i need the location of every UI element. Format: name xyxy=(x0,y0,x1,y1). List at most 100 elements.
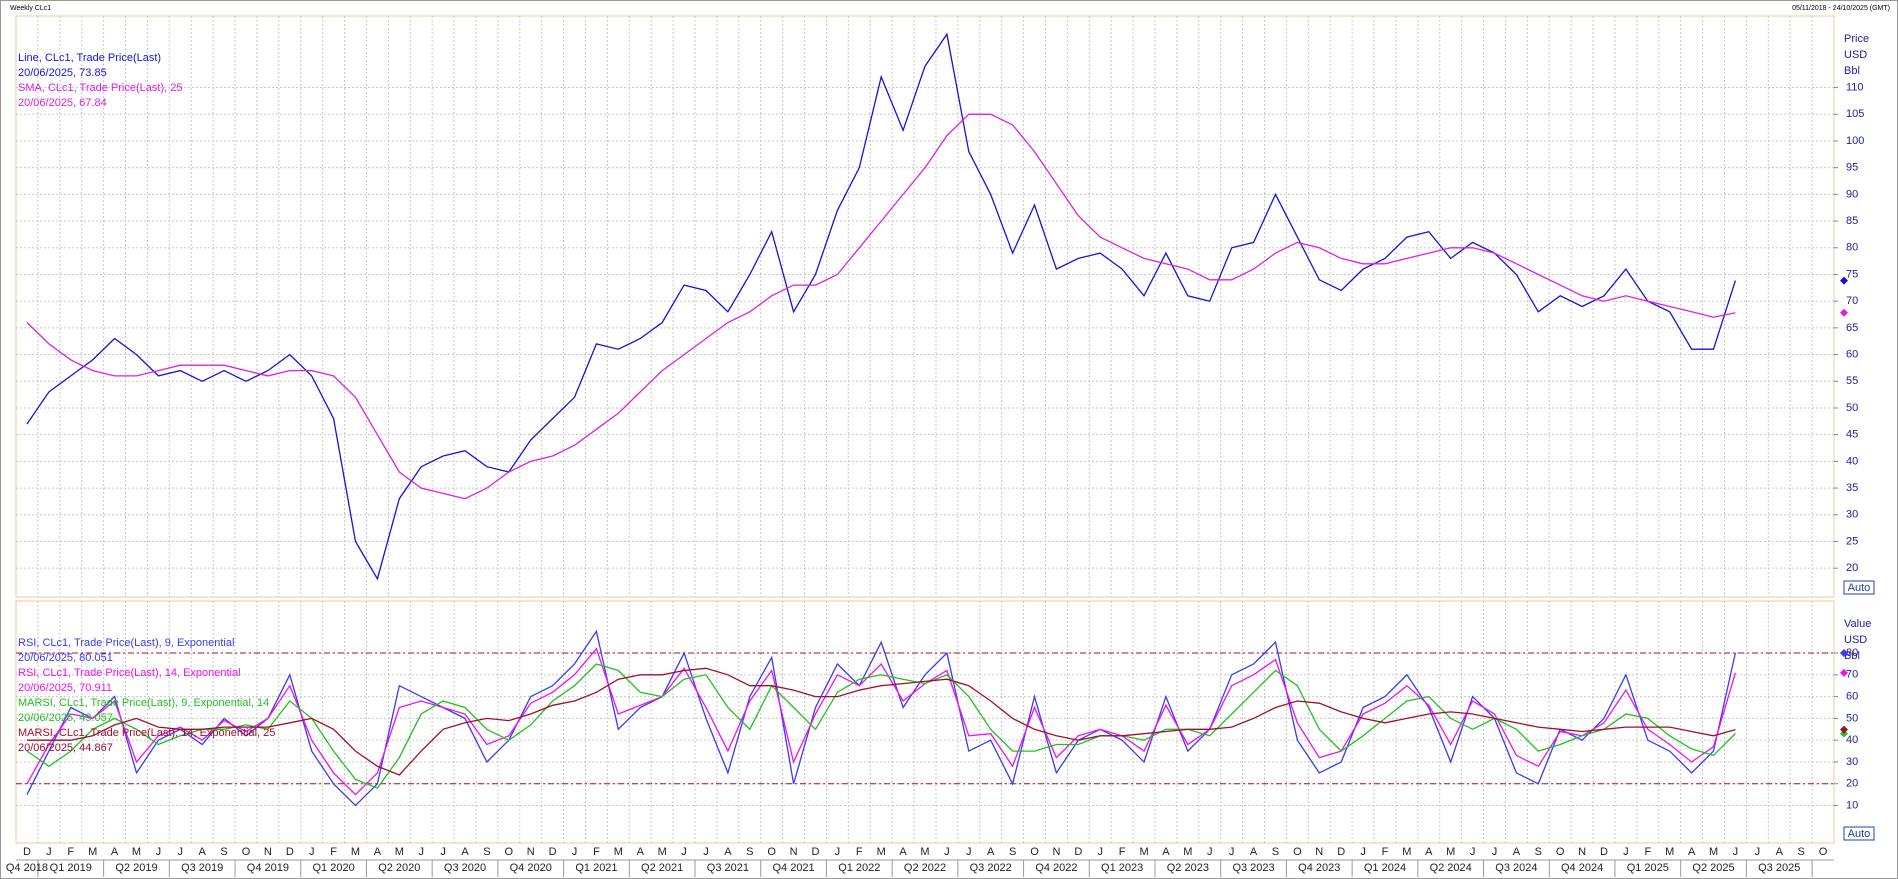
x-month-label: A xyxy=(1688,846,1696,858)
y-tick-label: 95 xyxy=(1846,162,1858,174)
x-month-label: F xyxy=(330,846,337,858)
y-tick-label: 40 xyxy=(1846,455,1858,467)
scale-button-label[interactable]: Auto xyxy=(1848,582,1871,594)
x-month-label: J xyxy=(309,846,315,858)
last-value-marker xyxy=(1840,725,1848,734)
y-tick-label: 100 xyxy=(1846,135,1864,147)
x-month-label: S xyxy=(483,846,490,858)
x-quarter-label: Q4 2023 xyxy=(1298,862,1340,874)
x-quarter-label: Q3 2021 xyxy=(707,862,749,874)
x-month-label: J xyxy=(178,846,184,858)
legend-value: 20/06/2025, 80.051 xyxy=(18,652,113,664)
x-quarter-label: Q2 2021 xyxy=(641,862,683,874)
y-tick-label: 65 xyxy=(1846,322,1858,334)
legend-entry: MARSI, CLc1, Trade Price(Last), 9, Expon… xyxy=(18,697,269,709)
x-quarter-label: Q4 2019 xyxy=(247,862,289,874)
x-quarter-label: Q1 2021 xyxy=(575,862,617,874)
x-quarter-label: Q1 2022 xyxy=(838,862,880,874)
x-month-label: M xyxy=(877,846,886,858)
x-quarter-label: Q1 2019 xyxy=(50,862,92,874)
x-month-label: A xyxy=(461,846,469,858)
scale-button[interactable] xyxy=(1843,826,1875,841)
legend-value: 20/06/2025, 67.84 xyxy=(18,97,107,109)
header-title: Weekly CLc1 xyxy=(10,5,51,12)
x-month-label: D xyxy=(1600,846,1608,858)
x-month-label: F xyxy=(593,846,600,858)
y-tick-label: 50 xyxy=(1846,402,1858,414)
x-month-label: J xyxy=(418,846,424,858)
x-month-label: A xyxy=(1425,846,1433,858)
x-month-label: D xyxy=(1074,846,1082,858)
x-month-label: N xyxy=(1578,846,1586,858)
y-tick-label: 70 xyxy=(1846,295,1858,307)
x-month-label: M xyxy=(88,846,97,858)
last-value-marker xyxy=(1840,308,1848,317)
x-month-label: J xyxy=(1097,846,1103,858)
x-month-label: A xyxy=(111,846,119,858)
x-quarter-label: Q4 2021 xyxy=(772,862,814,874)
x-month-label: J xyxy=(1207,846,1213,858)
x-month-label: J xyxy=(1623,846,1629,858)
x-month-label: A xyxy=(637,846,645,858)
y-tick-label: 60 xyxy=(1846,691,1858,703)
x-month-label: O xyxy=(1819,846,1828,858)
legend-entry: MARSI, CLc1, Trade Price(Last), 14, Expo… xyxy=(18,727,275,739)
x-month-label: M xyxy=(1446,846,1455,858)
x-month-label: N xyxy=(264,846,272,858)
y-tick-label: 60 xyxy=(1846,348,1858,360)
x-quarter-label: Q3 2020 xyxy=(444,862,486,874)
y-tick-label: 90 xyxy=(1846,188,1858,200)
x-month-label: J xyxy=(944,846,950,858)
x-quarter-label: Q2 2022 xyxy=(904,862,946,874)
x-month-label: J xyxy=(1470,846,1476,858)
x-month-label: M xyxy=(1665,846,1674,858)
x-quarter-label: Q2 2020 xyxy=(378,862,420,874)
x-quarter-label: Q1 2020 xyxy=(313,862,355,874)
x-quarter-label: Q1 2025 xyxy=(1627,862,1669,874)
legend-entry: Line, CLc1, Trade Price(Last) xyxy=(18,52,161,64)
x-month-label: O xyxy=(505,846,514,858)
x-month-label: J xyxy=(835,846,841,858)
legend-value: 20/06/2025, 44.867 xyxy=(18,742,113,754)
y-tick-label: 45 xyxy=(1846,429,1858,441)
x-month-label: A xyxy=(1250,846,1258,858)
x-quarter-label: Q4 2018 xyxy=(6,862,48,874)
series-line xyxy=(27,667,1736,776)
y-tick-label: 110 xyxy=(1846,81,1864,93)
last-value-marker xyxy=(1840,668,1848,677)
x-month-label: S xyxy=(746,846,753,858)
last-value-marker xyxy=(1840,276,1848,285)
x-month-label: N xyxy=(1315,846,1323,858)
x-month-label: F xyxy=(1644,846,1651,858)
x-month-label: M xyxy=(351,846,360,858)
x-quarter-label: Q3 2024 xyxy=(1495,862,1537,874)
x-month-label: N xyxy=(1052,846,1060,858)
x-month-label: F xyxy=(856,846,863,858)
axis-title: USD xyxy=(1844,49,1867,61)
x-month-label: D xyxy=(812,846,820,858)
x-quarter-label: Q3 2022 xyxy=(970,862,1012,874)
x-month-label: J xyxy=(46,846,52,858)
y-tick-label: 10 xyxy=(1846,799,1858,811)
y-tick-label: 70 xyxy=(1846,669,1858,681)
x-month-label: M xyxy=(920,846,929,858)
x-quarter-label: Q3 2025 xyxy=(1758,862,1800,874)
y-tick-label: 30 xyxy=(1846,509,1858,521)
x-month-label: M xyxy=(132,846,141,858)
x-month-label: S xyxy=(1272,846,1279,858)
x-month-label: A xyxy=(899,846,907,858)
x-quarter-label: Q3 2023 xyxy=(1232,862,1274,874)
scale-button[interactable] xyxy=(1843,580,1875,595)
x-month-label: M xyxy=(658,846,667,858)
y-tick-label: 75 xyxy=(1846,268,1858,280)
x-month-label: N xyxy=(790,846,798,858)
x-month-label: F xyxy=(67,846,74,858)
x-month-label: D xyxy=(1337,846,1345,858)
scale-button-label[interactable]: Auto xyxy=(1848,828,1871,840)
series-line xyxy=(26,647,1737,796)
y-tick-label: 30 xyxy=(1846,756,1858,768)
x-month-label: O xyxy=(1030,846,1039,858)
x-month-label: J xyxy=(1229,846,1235,858)
